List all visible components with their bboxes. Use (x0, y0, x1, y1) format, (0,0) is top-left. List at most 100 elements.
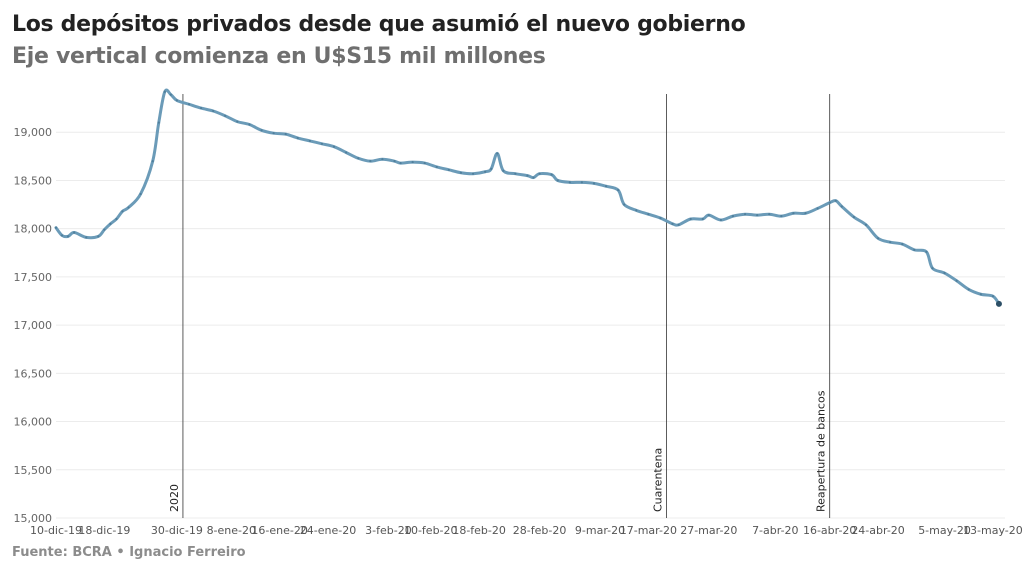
data-point (85, 236, 88, 239)
data-point (357, 157, 360, 160)
data-point (834, 199, 837, 202)
data-point (731, 215, 735, 218)
data-point (459, 171, 463, 174)
data-point (967, 288, 970, 291)
data-point (308, 139, 311, 143)
data-point (423, 161, 426, 165)
data-point (816, 207, 819, 210)
data-point (991, 295, 995, 298)
data-point (103, 228, 106, 231)
x-tick-label: 24-abr-20 (851, 524, 904, 537)
data-point (635, 209, 638, 212)
data-point (139, 192, 142, 196)
data-point (66, 235, 70, 238)
x-tick-label: 18-dic-19 (78, 524, 130, 537)
data-point (490, 167, 493, 170)
data-point (701, 217, 704, 221)
data-point (707, 214, 710, 217)
data-point (54, 226, 58, 229)
data-point (345, 151, 348, 154)
data-point (514, 172, 517, 175)
data-point (955, 279, 958, 282)
data-point (617, 188, 620, 192)
y-tick-label: 15,000 (14, 512, 53, 525)
data-point (393, 160, 396, 163)
data-point (411, 161, 414, 164)
data-point (864, 223, 868, 226)
data-point (502, 169, 505, 172)
data-point (647, 213, 650, 216)
data-point (109, 222, 112, 225)
data-point (756, 214, 759, 217)
x-tick-label: 17-mar-20 (620, 524, 677, 537)
data-point (623, 203, 626, 206)
data-point (804, 212, 807, 215)
y-tick-label: 16,000 (14, 416, 53, 429)
data-point (979, 293, 982, 296)
data-point (496, 152, 499, 155)
data-point (484, 170, 487, 173)
data-point (913, 248, 916, 251)
data-point (925, 250, 928, 253)
x-tick-label: 27-mar-20 (680, 524, 737, 537)
y-tick-label: 17,500 (14, 271, 53, 284)
data-point (212, 109, 215, 113)
data-point (889, 241, 892, 244)
data-point (60, 234, 64, 237)
y-tick-label: 15,500 (14, 464, 53, 477)
data-point (151, 160, 154, 163)
data-point (671, 222, 674, 225)
data-point (556, 179, 559, 182)
data-point (169, 93, 172, 96)
data-point (224, 114, 227, 117)
data-point (677, 223, 680, 226)
data-point (659, 216, 662, 220)
data-point (526, 174, 529, 177)
data-point (296, 136, 299, 140)
y-tick-label: 19,000 (14, 126, 53, 139)
data-point (435, 165, 438, 169)
annotation-layer: 2020 Cuarentena Reapertura de bancos (168, 94, 831, 518)
data-point (284, 133, 287, 136)
x-tick-label: 8-ene-20 (207, 524, 256, 537)
x-tick-label: 30-dic-19 (151, 524, 203, 537)
y-tick-label: 18,000 (14, 223, 53, 236)
data-point (272, 132, 275, 135)
data-point (381, 158, 384, 161)
data-point (121, 210, 124, 213)
data-point (127, 206, 130, 209)
data-point (236, 120, 239, 123)
x-tick-label: 16-ene-20 (251, 524, 307, 537)
data-point (163, 90, 166, 93)
data-point (592, 182, 596, 185)
chart-subtitle: Eje vertical comienza en U$S15 mil millo… (12, 44, 546, 69)
data-point (780, 215, 783, 218)
data-point (369, 160, 372, 163)
x-tick-label: 13-may-20 (963, 524, 1023, 537)
annotation-label: Reapertura de bancos (815, 390, 828, 512)
data-point (852, 215, 855, 219)
x-tick-label: 5-may-20 (918, 524, 971, 537)
data-point (550, 173, 553, 176)
annotation-label: Cuarentena (652, 448, 665, 512)
data-point (743, 213, 747, 216)
x-tick-label: 18-feb-20 (452, 524, 506, 537)
data-point (399, 161, 402, 165)
x-tick-label: 7-abr-20 (752, 524, 798, 537)
data-point (532, 176, 535, 179)
data-point (332, 145, 336, 148)
annotation-label: 2020 (168, 484, 181, 512)
y-tick-label: 18,500 (14, 174, 53, 187)
x-tick-label: 10-feb-20 (404, 524, 458, 537)
y-tick-label: 17,000 (14, 319, 53, 332)
data-point (471, 172, 475, 175)
data-point (568, 181, 571, 184)
data-point (689, 217, 692, 221)
data-point (248, 123, 251, 126)
data-point (175, 99, 178, 102)
data-point (901, 242, 904, 246)
source-note: Fuente: BCRA • Ignacio Ferreiro (12, 545, 246, 560)
x-tick-label: 16-abr-20 (803, 524, 856, 537)
y-tick-label: 16,500 (14, 367, 53, 380)
